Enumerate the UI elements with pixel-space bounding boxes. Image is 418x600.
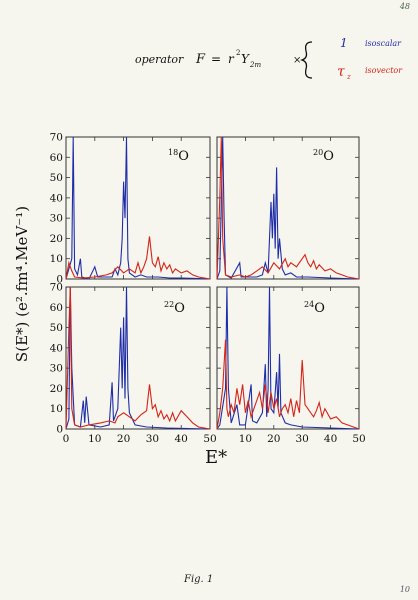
x-tick-label: 10: [88, 433, 101, 445]
panel-22-label: 22O: [164, 300, 185, 316]
isovector-label: isovector: [365, 66, 403, 75]
figure-caption: Fig. 1: [184, 574, 214, 585]
operator-r-symbol: r: [228, 52, 235, 66]
y-tick-label: 50: [50, 172, 63, 184]
y-axis-label: S(E*) (e².fm⁴.MeV⁻¹): [13, 206, 31, 362]
x-tick-label: 0: [63, 433, 70, 445]
operator-lhs: F: [195, 52, 206, 67]
panel-18-series-isoscalar: [65, 136, 211, 280]
y-tick-label: 0: [56, 424, 63, 436]
panel-24-label: 24O: [304, 300, 325, 316]
y-tick-label: 40: [50, 192, 63, 204]
x-tick-label: 10: [239, 433, 252, 445]
operator-Y-symbol: Y: [241, 52, 250, 66]
operator-equals: =: [211, 52, 221, 66]
operator-times: ×: [293, 55, 301, 66]
y-tick-label: 10: [50, 253, 63, 265]
page-corner-number-top: 48: [399, 2, 410, 11]
panel-18-label: 18O: [168, 148, 189, 164]
y-tick-label: 30: [50, 213, 63, 225]
x-tick-label: 40: [324, 433, 337, 445]
panel-20-label: 20O: [313, 148, 334, 164]
isoscalar-symbol: 1: [340, 36, 348, 50]
panel-18-series-isovector: [65, 236, 211, 280]
page-corner-number-bottom: 10: [399, 585, 410, 594]
series-group: [65, 136, 360, 430]
panel-22-series-isovector: [65, 286, 211, 430]
operator-annotation: operator F = r 2 Y 2m × 1 isoscalar τ z …: [135, 36, 403, 81]
x-axis-label: E*: [205, 447, 227, 468]
y-tick-label: 40: [50, 342, 63, 354]
x-tick-label: 40: [175, 433, 188, 445]
y-tick-label: 70: [50, 132, 63, 144]
isovector-symbol-subscript: z: [346, 73, 351, 81]
panel-18-frame: [65, 136, 211, 280]
y-tick-label: 20: [50, 233, 63, 245]
panel-20-frame: [216, 136, 360, 280]
panel-20-series-isovector: [216, 136, 360, 280]
panel-22-series-isoscalar: [65, 286, 211, 430]
x-tick-label: 30: [146, 433, 159, 445]
panel-24-frame: [216, 286, 360, 430]
y-tick-label: 60: [50, 152, 63, 164]
panel-22-frame: [65, 286, 211, 430]
panel-labels-group: 18O 20O 22O 24O: [164, 148, 334, 316]
y-tick-label: 20: [50, 383, 63, 395]
y-tick-label: 10: [50, 403, 63, 415]
y-tick-label: 70: [50, 282, 63, 294]
operator-Y-subscript: 2m: [249, 61, 261, 69]
x-tick-label: 50: [203, 433, 216, 445]
y-tick-label: 0: [56, 274, 63, 286]
x-tick-label: 20: [267, 433, 280, 445]
x-tick-label: 20: [117, 433, 130, 445]
isovector-symbol: τ: [337, 64, 345, 80]
y-tick-label: 50: [50, 322, 63, 334]
panel-20-series-isoscalar: [216, 136, 360, 280]
operator-word: operator: [135, 53, 184, 66]
operator-brace: [299, 41, 313, 79]
isoscalar-label: isoscalar: [365, 39, 402, 48]
operator-r-exponent: 2: [236, 49, 240, 57]
panel-24-series-isoscalar: [216, 286, 360, 430]
y-tick-label: 60: [50, 302, 63, 314]
x-tick-label: 30: [296, 433, 309, 445]
y-tick-label: 30: [50, 363, 63, 375]
x-tick-label: 50: [352, 433, 365, 445]
panel-24-series-isovector: [216, 339, 360, 430]
